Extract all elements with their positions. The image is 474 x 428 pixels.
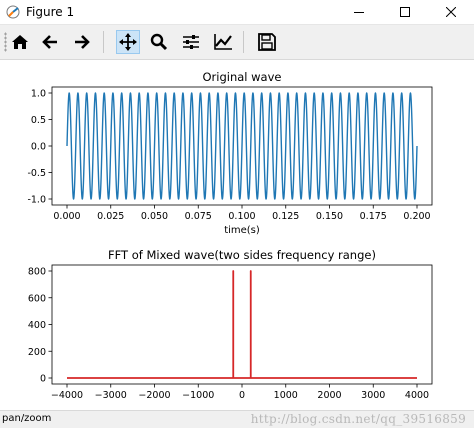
x-tick-label: 0.025	[97, 211, 124, 222]
minimize-icon	[354, 12, 364, 13]
matplotlib-logo-icon	[6, 5, 20, 19]
title-bar: Figure 1	[0, 0, 474, 25]
x-tick-label: 1000	[274, 390, 298, 401]
save-button[interactable]	[255, 30, 279, 54]
x-tick-label: 0.125	[272, 211, 299, 222]
x-tick-label: 0.200	[403, 211, 430, 222]
zoom-icon	[150, 33, 168, 51]
watermark-text: http://blog.csdn.net/qq_39516859	[250, 412, 466, 426]
series-line	[67, 270, 417, 379]
home-button[interactable]	[8, 30, 32, 54]
chart-title: Original wave	[203, 70, 282, 84]
forward-arrow-icon	[75, 35, 90, 49]
x-tick-label: 0.075	[185, 211, 212, 222]
y-tick-label: 0.0	[31, 142, 46, 153]
figure-canvas[interactable]: Original wave 0.000 0.025 0.050 0.075 0.100 0.…	[0, 60, 474, 410]
x-tick-label: 0.000	[53, 211, 80, 222]
maximize-icon	[400, 7, 410, 17]
y-tick-label: 1.0	[31, 89, 46, 100]
x-tick-label: −3000	[95, 390, 127, 401]
y-tick-label: 600	[28, 293, 46, 304]
toolbar-grip[interactable]	[4, 32, 7, 52]
y-tick-label: 0	[40, 374, 46, 385]
x-axis-label: time(s)	[224, 225, 260, 236]
pan-icon	[119, 33, 137, 51]
axes-frame	[51, 86, 433, 206]
window-controls	[336, 0, 474, 24]
configure-subplots-button[interactable]	[179, 30, 203, 54]
y-tick-label: 400	[28, 320, 46, 331]
x-tick-label: 0.175	[360, 211, 387, 222]
navigation-toolbar	[0, 25, 474, 60]
back-button[interactable]	[38, 30, 62, 54]
maximize-button[interactable]	[382, 0, 428, 24]
window-title: Figure 1	[26, 5, 75, 19]
status-message: pan/zoom	[2, 413, 52, 424]
zoom-button[interactable]	[147, 30, 171, 54]
series-line	[66, 92, 418, 200]
minimize-button[interactable]	[336, 0, 382, 24]
close-icon	[446, 7, 456, 17]
y-tick-label: 0.5	[31, 115, 46, 126]
x-tick-label: −2000	[138, 390, 170, 401]
x-tick-label: 3000	[361, 390, 385, 401]
toolbar-separator	[103, 31, 104, 53]
edit-axis-icon	[214, 34, 232, 50]
y-tick-label: 200	[28, 347, 46, 358]
x-tick-label: −1000	[182, 390, 214, 401]
toolbar-separator	[243, 31, 244, 53]
save-icon	[258, 33, 276, 51]
x-tick-label: 0.050	[141, 211, 168, 222]
y-tick-label: -0.5	[27, 168, 46, 179]
back-arrow-icon	[42, 35, 57, 49]
x-tick-label: 4000	[405, 390, 429, 401]
x-tick-label: 0.150	[316, 211, 343, 222]
status-bar: pan/zoom http://blog.csdn.net/qq_3951685…	[0, 410, 474, 428]
x-tick-label: 0.100	[228, 211, 255, 222]
pan-button[interactable]	[116, 30, 140, 54]
forward-button[interactable]	[70, 30, 94, 54]
y-tick-label: 800	[28, 267, 46, 278]
axes-frame	[51, 264, 433, 385]
x-tick-label: −4000	[51, 390, 83, 401]
y-tick-label: -1.0	[27, 195, 46, 206]
home-icon	[12, 35, 28, 49]
configure-subplots-icon	[183, 35, 199, 49]
close-button[interactable]	[428, 0, 474, 24]
x-tick-label: 0	[239, 390, 245, 401]
chart-title: FFT of Mixed wave(two sides frequency ra…	[108, 248, 376, 262]
x-tick-label: 2000	[317, 390, 341, 401]
edit-axis-button[interactable]	[211, 30, 235, 54]
